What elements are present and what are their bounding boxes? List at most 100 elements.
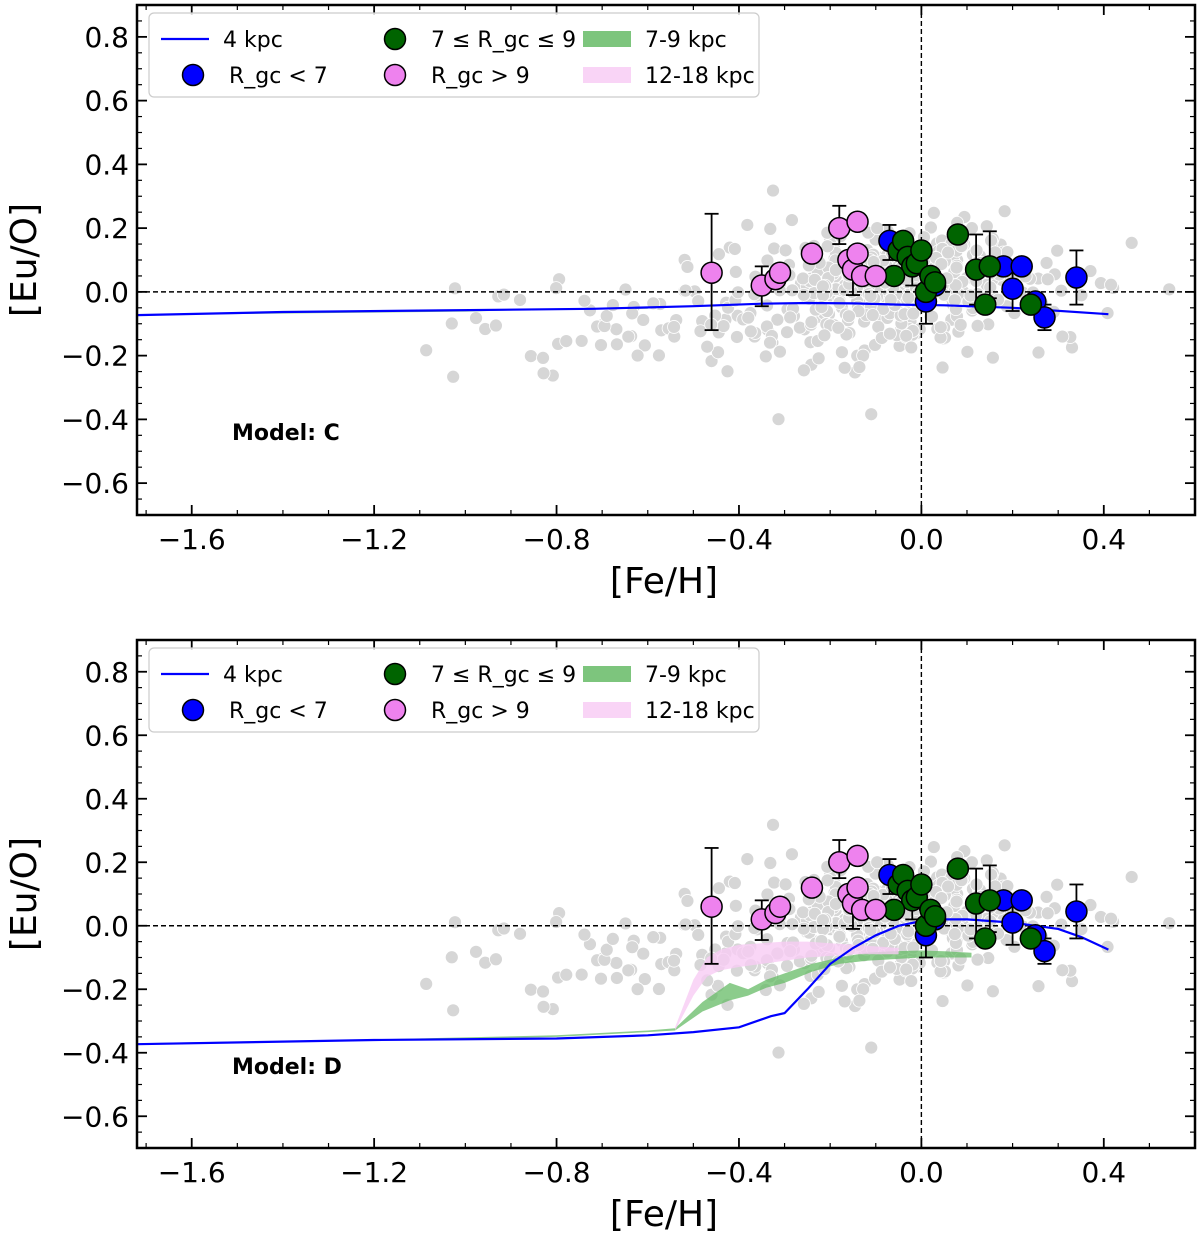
field-star bbox=[837, 994, 852, 1009]
legend-label: R_gc < 7 bbox=[229, 699, 328, 724]
field-star bbox=[926, 840, 941, 854]
x-tick-label: 0.4 bbox=[1082, 523, 1127, 556]
field-star bbox=[536, 350, 550, 365]
data-point bbox=[800, 242, 824, 265]
field-star bbox=[667, 320, 681, 334]
legend-label: 7 ≤ R_gc ≤ 9 bbox=[431, 663, 576, 688]
field-star bbox=[924, 854, 938, 869]
field-star bbox=[1031, 979, 1046, 994]
field-star bbox=[549, 281, 564, 295]
x-tick-label: 0.0 bbox=[899, 1156, 944, 1189]
y-tick-label: 0.0 bbox=[84, 276, 129, 309]
data-point bbox=[700, 895, 723, 918]
field-star bbox=[730, 330, 744, 344]
field-star bbox=[489, 318, 503, 333]
data-point bbox=[1010, 255, 1033, 278]
y-tick-label: 0.2 bbox=[84, 846, 129, 879]
data-point bbox=[700, 261, 723, 284]
field-star bbox=[906, 306, 921, 321]
legend-swatch-marker bbox=[181, 63, 205, 87]
data-point bbox=[846, 242, 869, 265]
y-tick-label: 0.2 bbox=[84, 212, 129, 245]
plot-area bbox=[137, 640, 1195, 1148]
y-tick-label: −0.6 bbox=[61, 467, 129, 500]
field-star bbox=[883, 960, 897, 975]
field-star bbox=[605, 932, 620, 946]
field-star bbox=[577, 927, 592, 942]
field-star bbox=[766, 183, 780, 198]
field-star bbox=[727, 876, 742, 890]
data-point bbox=[946, 857, 970, 880]
field-star bbox=[785, 283, 800, 298]
data-point bbox=[946, 223, 970, 246]
field-star bbox=[691, 928, 706, 942]
legend-label: 7 ≤ R_gc ≤ 9 bbox=[431, 28, 576, 53]
field-star bbox=[933, 320, 948, 335]
data-point bbox=[910, 873, 933, 896]
y-tick-label: 0.4 bbox=[84, 783, 129, 816]
field-star bbox=[832, 929, 847, 944]
legend: 4 kpc R_gc < 7 7 ≤ R_gc ≤ 9 R_gc > 9 7-9 kpc… bbox=[148, 647, 760, 733]
data-point bbox=[1033, 306, 1056, 329]
x-tick-label: −0.8 bbox=[523, 523, 591, 556]
field-star bbox=[712, 881, 726, 896]
field-star bbox=[577, 293, 592, 308]
field-star bbox=[448, 915, 462, 930]
field-star bbox=[599, 942, 614, 957]
field-star bbox=[870, 855, 885, 870]
x-tick-label: 0.0 bbox=[899, 523, 944, 556]
field-star bbox=[960, 978, 975, 993]
field-star bbox=[771, 1045, 786, 1060]
field-star bbox=[637, 972, 652, 986]
field-star bbox=[883, 326, 897, 341]
panel-c: −1.6 −1.2 −0.8 −0.4 0.0 0.4 −0.6 −0.4 −0.2 0.0 0.2… bbox=[4, 3, 1197, 602]
field-star bbox=[935, 360, 950, 375]
field-star bbox=[574, 334, 589, 348]
field-star bbox=[771, 412, 786, 427]
field-star bbox=[773, 344, 787, 359]
field-star bbox=[1031, 345, 1046, 360]
legend-swatch-band bbox=[583, 702, 631, 718]
data-point bbox=[973, 293, 997, 316]
legend: 4 kpc R_gc < 7 7 ≤ R_gc ≤ 9 R_gc > 9 7-9 kpc… bbox=[148, 12, 760, 98]
field-star bbox=[941, 879, 956, 894]
field-star bbox=[935, 994, 950, 1008]
field-star bbox=[1055, 963, 1070, 978]
data-point bbox=[1065, 266, 1088, 289]
field-star bbox=[778, 243, 793, 258]
field-star bbox=[1039, 890, 1054, 904]
legend-label: 4 kpc bbox=[223, 28, 283, 53]
legend-swatch-band bbox=[583, 31, 631, 47]
field-star bbox=[1124, 870, 1139, 884]
field-star bbox=[497, 921, 511, 936]
field-star bbox=[728, 898, 743, 913]
field-star bbox=[691, 294, 706, 308]
field-star bbox=[446, 1003, 461, 1018]
y-tick-label: −0.2 bbox=[61, 340, 129, 373]
field-stars bbox=[419, 183, 1177, 427]
data-point bbox=[1001, 277, 1024, 300]
field-star bbox=[610, 971, 624, 985]
legend-label: 12-18 kpc bbox=[645, 64, 755, 89]
field-star bbox=[949, 260, 964, 275]
field-star bbox=[831, 320, 846, 335]
field-star bbox=[767, 241, 782, 256]
field-star bbox=[605, 298, 620, 312]
field-star bbox=[711, 345, 725, 360]
field-star bbox=[652, 982, 666, 996]
y-tick-label: 0.6 bbox=[84, 719, 129, 752]
data-point bbox=[768, 261, 792, 284]
field-star bbox=[783, 310, 798, 325]
data-point bbox=[978, 889, 1002, 912]
field-star bbox=[863, 289, 878, 304]
field-star bbox=[985, 984, 1000, 999]
field-star bbox=[926, 205, 941, 220]
field-star bbox=[985, 350, 1000, 365]
field-star bbox=[901, 924, 916, 939]
field-star bbox=[609, 322, 624, 337]
field-star bbox=[610, 337, 624, 352]
field-star bbox=[489, 952, 503, 967]
field-star bbox=[842, 309, 856, 324]
plot-area bbox=[137, 5, 1195, 515]
legend-label: 4 kpc bbox=[223, 663, 283, 688]
